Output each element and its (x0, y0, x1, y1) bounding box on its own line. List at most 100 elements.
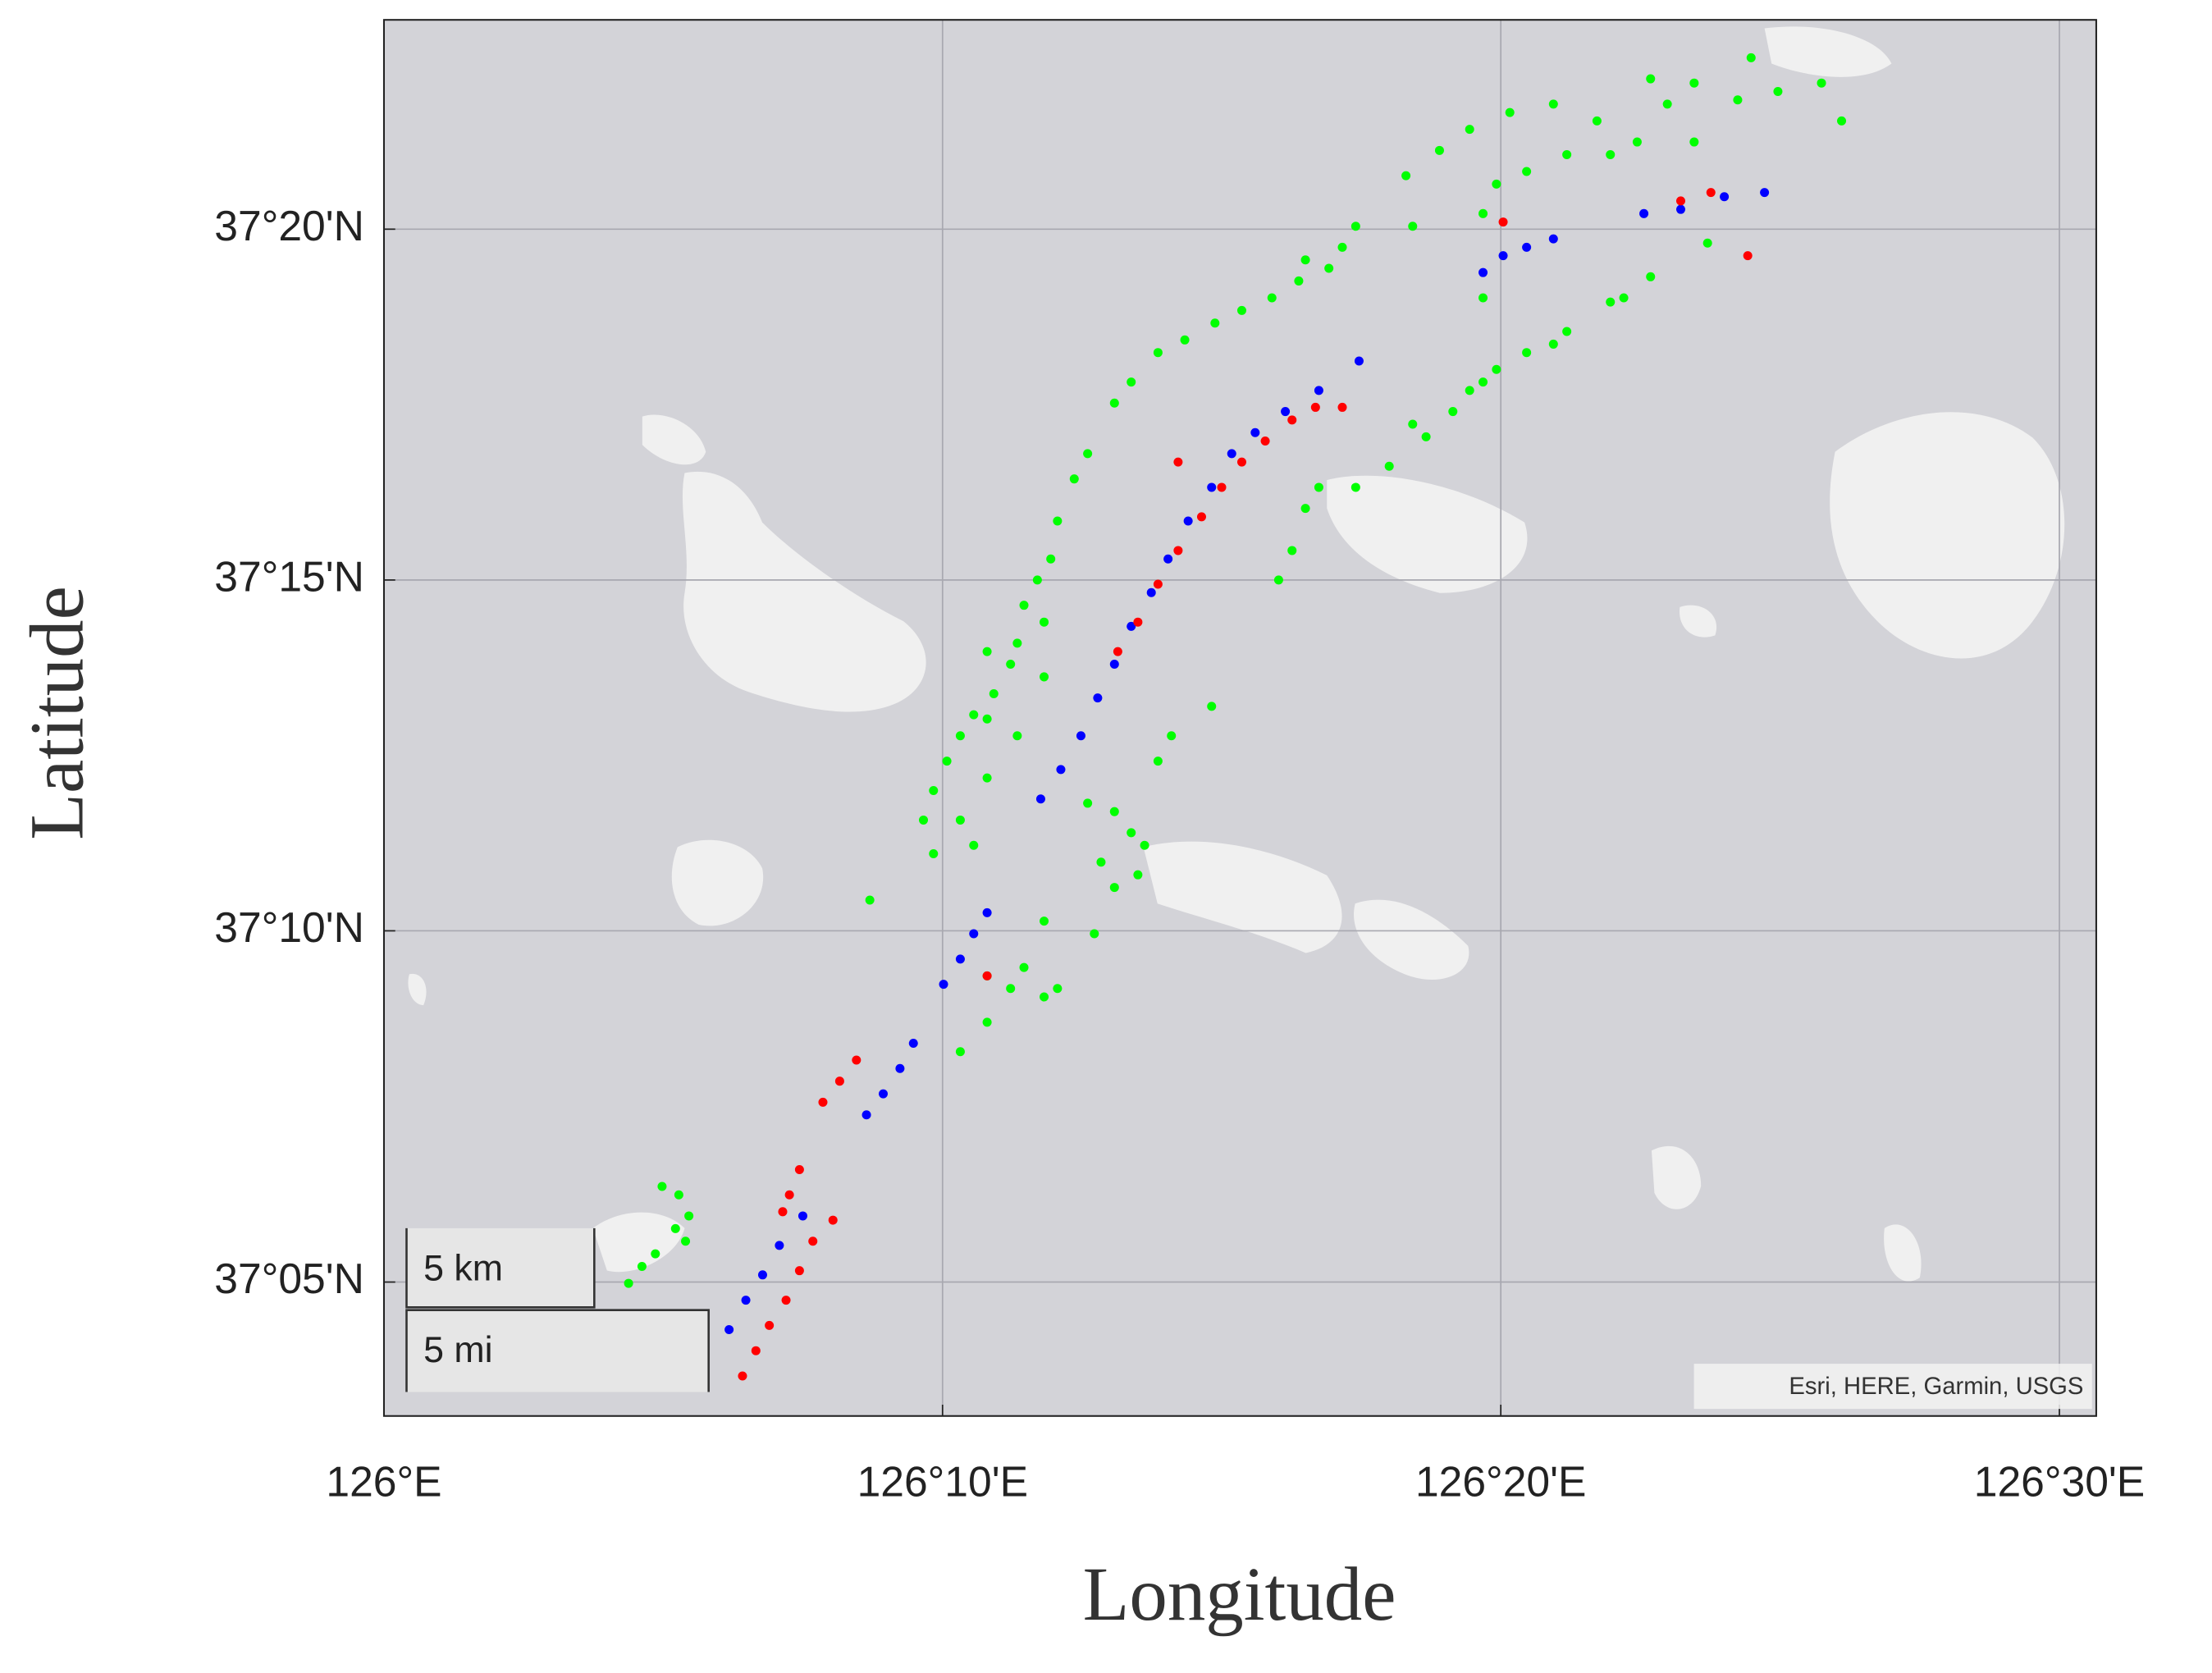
point (982, 714, 992, 724)
point (775, 1241, 784, 1250)
point (1773, 86, 1783, 96)
point (1314, 482, 1323, 492)
point (828, 1215, 838, 1225)
point (1153, 579, 1163, 589)
point (751, 1346, 761, 1355)
point (1046, 554, 1056, 564)
point (1408, 222, 1418, 231)
x-tick-label: 126°20'E (1415, 1458, 1586, 1506)
point (1153, 348, 1163, 358)
point (1153, 757, 1163, 766)
point (1217, 482, 1227, 492)
point (1548, 339, 1558, 349)
point (1632, 137, 1642, 147)
point (1314, 386, 1323, 395)
point (1236, 305, 1246, 315)
point (1522, 167, 1532, 176)
point (942, 757, 952, 766)
point (1127, 828, 1136, 838)
y-tick-label: 37°15'N (214, 553, 364, 601)
point (1140, 840, 1149, 850)
point (969, 710, 979, 720)
point (1562, 149, 1572, 159)
point (1196, 512, 1206, 522)
point (1639, 208, 1649, 218)
point (1273, 575, 1283, 585)
point (1294, 276, 1304, 286)
point (982, 907, 992, 917)
point (1702, 238, 1712, 248)
point (1040, 617, 1049, 627)
point (1053, 516, 1063, 526)
point (1260, 436, 1270, 446)
y-axis-label: Latitude (15, 586, 99, 840)
point (651, 1249, 660, 1259)
land (408, 26, 2065, 1282)
point (1035, 794, 1045, 804)
point (929, 786, 939, 796)
point (798, 1211, 807, 1221)
point (1083, 798, 1093, 808)
scale-label: 5 km (423, 1248, 503, 1288)
attribution: Esri, HERE, Garmin, USGS (1789, 1374, 2083, 1400)
y-tick-label: 37°10'N (214, 903, 364, 951)
x-tick-label: 126°E (326, 1458, 441, 1506)
point (1281, 407, 1291, 417)
point (1250, 427, 1260, 437)
point (1498, 217, 1508, 227)
point (808, 1236, 818, 1246)
point (1354, 356, 1364, 366)
point (1733, 95, 1743, 105)
point (724, 1325, 734, 1335)
point (1076, 731, 1085, 741)
point (1163, 554, 1173, 564)
point (1096, 857, 1106, 867)
point (1006, 984, 1016, 994)
y-tick-label: 37°20'N (214, 202, 364, 249)
plot-frame (382, 19, 2097, 1417)
point (738, 1371, 747, 1381)
point (1720, 192, 1730, 202)
point (1227, 449, 1236, 459)
point (1012, 731, 1022, 741)
point (1760, 188, 1770, 198)
point (684, 1211, 694, 1221)
point (1522, 242, 1532, 252)
point (861, 1110, 871, 1120)
point (1040, 672, 1049, 682)
scale-box (406, 1227, 595, 1308)
point (1040, 992, 1049, 1002)
point (1592, 116, 1602, 126)
point (1421, 432, 1431, 441)
scale-bar: 5 km 5 mi (405, 1227, 710, 1392)
point (1478, 293, 1488, 303)
point (982, 773, 992, 783)
point (1434, 145, 1444, 155)
point (670, 1223, 680, 1233)
point (1689, 137, 1699, 147)
point (1646, 74, 1656, 84)
point (1006, 660, 1016, 670)
point (908, 1038, 918, 1049)
point (918, 815, 929, 825)
point (1056, 765, 1066, 775)
x-tick-label: 126°10'E (857, 1458, 1028, 1506)
point (1384, 461, 1394, 471)
point (982, 647, 992, 656)
point (794, 1164, 804, 1174)
point (637, 1262, 647, 1272)
point (1040, 916, 1049, 926)
point (1465, 125, 1474, 135)
point (1207, 702, 1217, 711)
point (1646, 272, 1656, 281)
point (1109, 398, 1119, 408)
point (989, 688, 999, 698)
point (1743, 251, 1753, 261)
point (1032, 575, 1042, 585)
point (1662, 99, 1672, 109)
point (1498, 251, 1508, 261)
point (1146, 587, 1156, 597)
point (1351, 482, 1360, 492)
x-axis-label: Longitude (1083, 1552, 1396, 1637)
